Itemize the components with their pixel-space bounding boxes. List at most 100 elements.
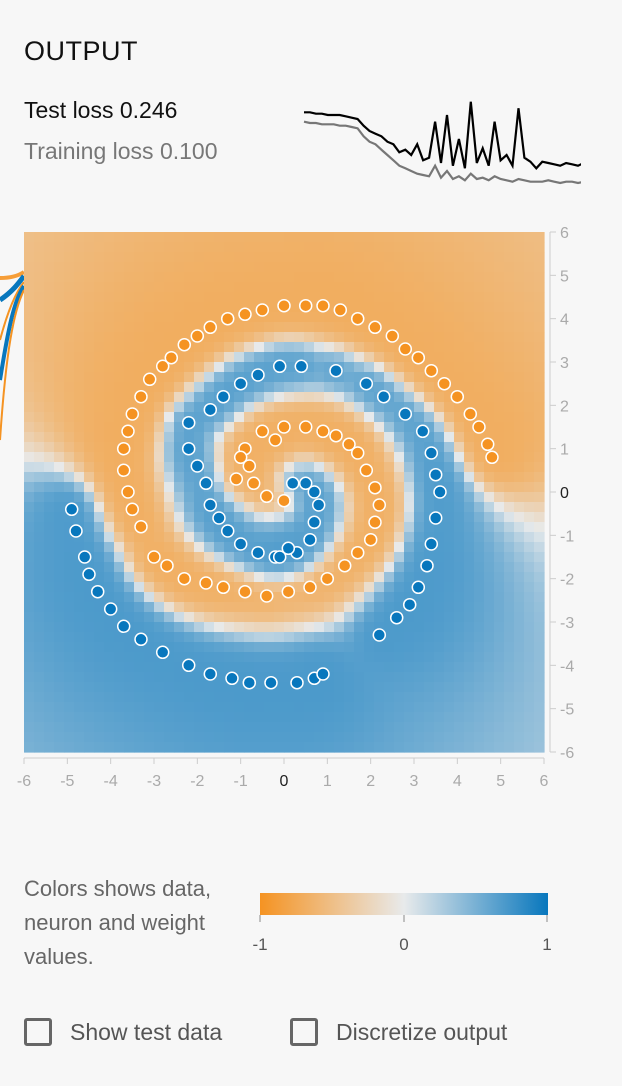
heatmap-cell (474, 242, 485, 253)
heatmap-cell (404, 522, 415, 533)
x-axis-tick-label: 3 (410, 773, 419, 790)
discretize-output-checkbox[interactable] (290, 1018, 318, 1046)
heatmap-cell (304, 642, 315, 653)
heatmap-cell (384, 302, 395, 313)
heatmap-cell (424, 552, 435, 563)
heatmap-cell (74, 392, 85, 403)
heatmap-cell (214, 592, 225, 603)
heatmap-cell (144, 262, 155, 273)
heatmap-cell (374, 712, 385, 723)
heatmap-cell (24, 722, 35, 733)
heatmap-cell (244, 662, 255, 673)
heatmap-cell (354, 462, 365, 473)
discretize-output-label[interactable]: Discretize output (336, 1018, 508, 1045)
show-test-data-checkbox[interactable] (24, 1018, 52, 1046)
heatmap-cell (334, 512, 345, 523)
heatmap-cell (404, 352, 415, 363)
heatmap-cell (454, 552, 465, 563)
heatmap-cell (24, 652, 35, 663)
heatmap-cell (424, 292, 435, 303)
heatmap-cell (434, 372, 445, 383)
heatmap-cell (324, 432, 335, 443)
heatmap-cell (284, 602, 295, 613)
heatmap-cell (314, 622, 325, 633)
heatmap-cell (84, 302, 95, 313)
heatmap-cell (264, 232, 275, 243)
heatmap-cell (344, 552, 355, 563)
heatmap-cell (364, 432, 375, 443)
heatmap-cell (534, 692, 545, 703)
heatmap-cell (534, 472, 545, 483)
heatmap-cell (344, 512, 355, 523)
heatmap-cell (494, 692, 505, 703)
heatmap-cell (34, 512, 45, 523)
show-test-data-toggle[interactable]: Show test data (24, 1018, 222, 1046)
heatmap-cell (504, 452, 515, 463)
heatmap-cell (484, 652, 495, 663)
heatmap-cell (124, 312, 135, 323)
heatmap-cell (164, 502, 175, 513)
heatmap-cell (114, 522, 125, 533)
heatmap-cell (34, 552, 45, 563)
heatmap-cell (204, 532, 215, 543)
heatmap-cell (214, 722, 225, 733)
heatmap-cell (74, 242, 85, 253)
heatmap-cell (84, 592, 95, 603)
heatmap-cell (444, 502, 455, 513)
blue-data-point (69, 524, 83, 538)
heatmap-cell (334, 312, 345, 323)
heatmap-cell (484, 262, 495, 273)
heatmap-cell (24, 602, 35, 613)
show-test-data-label[interactable]: Show test data (70, 1018, 223, 1045)
heatmap-cell (294, 562, 305, 573)
heatmap-cell (254, 662, 265, 673)
link-curve-blue-2 (0, 284, 26, 381)
heatmap-cell (64, 662, 75, 673)
heatmap-cell (384, 662, 395, 673)
blue-data-point (294, 359, 309, 374)
heatmap-cell (504, 582, 515, 593)
heatmap-cell (394, 432, 405, 443)
heatmap-cell (214, 442, 225, 453)
heatmap-cell (504, 292, 515, 303)
heatmap-cell (34, 452, 45, 463)
heatmap-cell (304, 312, 315, 323)
heatmap-cell (74, 492, 85, 503)
heatmap-cell (324, 332, 335, 343)
heatmap-cell (114, 532, 125, 543)
heatmap-cell (534, 442, 545, 453)
heatmap-cell (454, 622, 465, 633)
heatmap-cell (394, 412, 405, 423)
heatmap-cell (134, 722, 145, 733)
heatmap-cell (174, 692, 185, 703)
x-axis-tick-label: -3 (147, 773, 161, 790)
heatmap-cell (214, 532, 225, 543)
heatmap-cell (134, 712, 145, 723)
heatmap-cell (214, 712, 225, 723)
heatmap-cell (264, 652, 275, 663)
heatmap-cell (214, 622, 225, 633)
heatmap-cell (394, 282, 405, 293)
heatmap-cell (204, 562, 215, 573)
heatmap-cell (44, 252, 55, 263)
heatmap-cell (384, 422, 395, 433)
heatmap-cell (74, 562, 85, 573)
heatmap-cell (454, 482, 465, 493)
heatmap-cell (34, 572, 45, 583)
heatmap-cell (124, 272, 135, 283)
heatmap-cell (344, 732, 355, 743)
heatmap-cell (244, 592, 255, 603)
discretize-output-toggle[interactable]: Discretize output (290, 1018, 507, 1046)
orange-data-point (485, 450, 499, 465)
heatmap-cell (184, 502, 195, 513)
heatmap-cell (34, 522, 45, 533)
heatmap-cell (484, 702, 495, 713)
heatmap-cell (354, 712, 365, 723)
y-axis-tick-label: -5 (560, 702, 574, 719)
heatmap-cell (164, 602, 175, 613)
heatmap-cell (84, 532, 95, 543)
heatmap-cell (214, 652, 225, 663)
heatmap-cell (404, 262, 415, 273)
heatmap-cell (204, 612, 215, 623)
heatmap-cell (64, 612, 75, 623)
